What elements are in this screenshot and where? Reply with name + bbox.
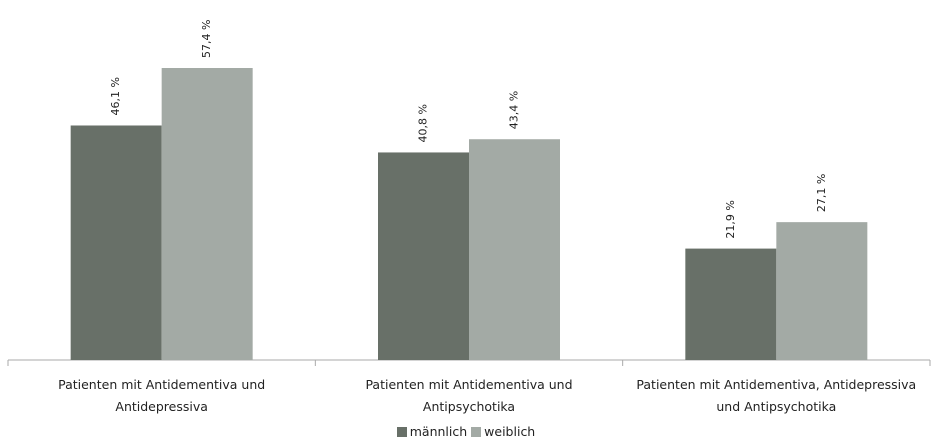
legend-item: männlich: [396, 424, 468, 439]
legend-swatch: [471, 427, 482, 437]
bar: [70, 125, 162, 360]
bar: [776, 222, 868, 360]
x-tick-label: Patienten mit Antidementiva und Antipsyc…: [365, 377, 573, 414]
x-tick-label: Patienten mit Antidementiva und Antidepr…: [58, 377, 266, 414]
legend-label: weiblich: [484, 424, 536, 439]
legend: männlich weiblich: [0, 424, 932, 439]
value-label: 21,9 %: [724, 200, 737, 238]
bar: [161, 68, 253, 361]
legend-item: weiblich: [471, 424, 535, 439]
value-label: 40,8 %: [417, 104, 430, 142]
bar: [469, 139, 560, 360]
bar: [378, 152, 469, 360]
x-tick-label: Patienten mit Antidementiva, Antidepress…: [636, 377, 917, 414]
bar: [685, 248, 777, 360]
value-label: 27,1 %: [815, 174, 828, 212]
legend-label: männlich: [409, 424, 468, 439]
value-label: 46,1 %: [109, 77, 122, 115]
legend-swatch: [396, 427, 407, 437]
value-label: 57,4 %: [200, 20, 213, 58]
value-label: 43,4 %: [508, 91, 521, 129]
